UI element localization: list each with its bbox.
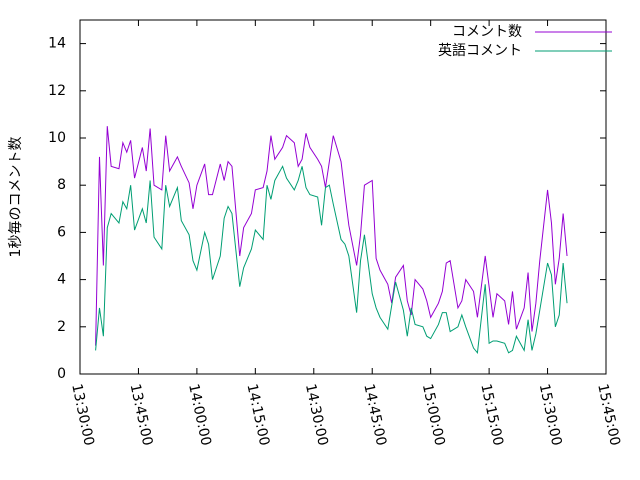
x-tick-label: 15:45:00 (594, 382, 623, 447)
data-line (95, 126, 568, 346)
legend-label: コメント数 (452, 24, 522, 40)
x-tick-label: 15:15:00 (477, 382, 506, 447)
y-tick-label: 6 (57, 224, 66, 240)
y-tick-label: 2 (57, 319, 66, 335)
x-tick-label: 14:45:00 (360, 382, 389, 447)
legend-label: 英語コメント (438, 42, 522, 59)
x-tick-label: 15:30:00 (536, 382, 565, 447)
y-tick-label: 0 (57, 366, 66, 382)
x-tick-label: 13:45:00 (127, 382, 156, 447)
plot-frame (79, 19, 607, 375)
x-tick-label: 14:00:00 (185, 382, 214, 447)
y-tick-label: 12 (48, 83, 66, 99)
y-tick-label: 14 (48, 36, 66, 52)
y-tick-label: 4 (57, 272, 66, 288)
x-tick-label: 14:15:00 (244, 382, 273, 447)
y-tick-label: 8 (57, 177, 66, 193)
x-tick-label: 15:00:00 (419, 382, 448, 447)
y-tick-label: 10 (48, 130, 66, 146)
x-tick-label: 13:30:00 (68, 382, 97, 447)
x-tick-label: 14:30:00 (302, 382, 331, 447)
data-line (95, 165, 568, 354)
y-axis-label: 1秒毎のコメント数 (8, 137, 24, 258)
